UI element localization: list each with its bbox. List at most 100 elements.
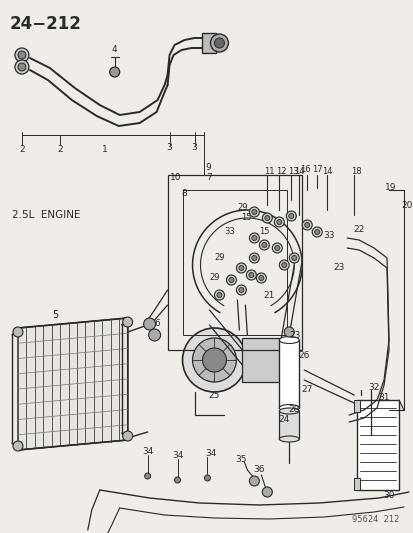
Circle shape	[143, 318, 155, 330]
Circle shape	[314, 230, 319, 235]
Text: 28: 28	[288, 406, 299, 415]
Circle shape	[210, 34, 228, 52]
Circle shape	[285, 211, 296, 221]
Circle shape	[281, 262, 286, 268]
Text: 34: 34	[205, 449, 217, 458]
Text: 10: 10	[169, 174, 180, 182]
Text: 3: 3	[166, 143, 172, 152]
Text: 29: 29	[237, 204, 247, 213]
Circle shape	[272, 243, 282, 253]
Text: 33: 33	[323, 230, 334, 239]
Circle shape	[276, 220, 281, 224]
Text: 1: 1	[102, 146, 107, 155]
Circle shape	[262, 213, 272, 223]
Circle shape	[258, 276, 263, 280]
Circle shape	[291, 255, 296, 261]
Text: 8: 8	[181, 189, 187, 198]
Circle shape	[214, 290, 224, 300]
Text: 25: 25	[208, 391, 220, 400]
Circle shape	[264, 215, 269, 221]
Text: 3: 3	[191, 143, 197, 152]
Circle shape	[13, 441, 23, 451]
Circle shape	[311, 227, 321, 237]
Circle shape	[262, 487, 272, 497]
Circle shape	[249, 233, 259, 243]
Circle shape	[236, 263, 246, 273]
Text: 18: 18	[350, 167, 361, 176]
Text: 15: 15	[259, 228, 269, 237]
Text: 34: 34	[171, 451, 183, 461]
Ellipse shape	[279, 436, 299, 442]
Text: 22: 22	[353, 225, 364, 235]
Circle shape	[301, 220, 311, 230]
Circle shape	[13, 327, 23, 337]
Text: 29: 29	[214, 254, 224, 262]
Circle shape	[144, 473, 150, 479]
Text: 4: 4	[112, 45, 117, 54]
Circle shape	[214, 38, 224, 48]
Text: 20: 20	[400, 200, 412, 209]
Circle shape	[251, 209, 256, 214]
Ellipse shape	[279, 405, 299, 411]
Text: 23: 23	[289, 330, 300, 340]
Circle shape	[122, 431, 132, 441]
Text: 23: 23	[332, 263, 344, 272]
Text: 34: 34	[142, 448, 153, 456]
Text: 2: 2	[19, 146, 25, 155]
Bar	[242, 338, 284, 382]
Circle shape	[236, 285, 246, 295]
Bar	[182, 190, 287, 335]
Circle shape	[18, 51, 26, 59]
Text: 2: 2	[57, 146, 62, 155]
Bar	[353, 400, 359, 412]
Bar	[356, 400, 398, 490]
Circle shape	[288, 214, 293, 219]
Circle shape	[256, 273, 266, 283]
Text: 16: 16	[299, 165, 310, 174]
Circle shape	[174, 477, 180, 483]
Text: 12: 12	[275, 167, 286, 176]
Circle shape	[249, 253, 259, 263]
Text: 30: 30	[382, 490, 394, 499]
Circle shape	[216, 293, 221, 297]
Bar	[167, 175, 301, 350]
Circle shape	[259, 240, 269, 250]
Ellipse shape	[279, 336, 299, 343]
Text: 17: 17	[311, 165, 322, 174]
Text: 15: 15	[240, 214, 251, 222]
Text: 19: 19	[385, 183, 396, 192]
Circle shape	[249, 476, 259, 486]
Circle shape	[248, 272, 253, 278]
Text: 33: 33	[223, 228, 234, 237]
Text: 9: 9	[205, 164, 211, 173]
Text: 13: 13	[287, 167, 298, 176]
Circle shape	[304, 222, 309, 228]
Bar	[202, 33, 216, 53]
Circle shape	[15, 60, 29, 74]
Text: 32: 32	[368, 384, 379, 392]
Text: 29: 29	[209, 273, 219, 282]
Text: 27: 27	[301, 385, 312, 394]
Text: 35: 35	[235, 456, 247, 464]
Circle shape	[284, 327, 294, 337]
Circle shape	[192, 338, 236, 382]
Circle shape	[289, 253, 299, 263]
Polygon shape	[18, 318, 127, 450]
Text: 6: 6	[154, 319, 160, 327]
Circle shape	[226, 275, 236, 285]
Text: 95624  212: 95624 212	[351, 515, 398, 524]
Text: 5: 5	[52, 310, 58, 320]
Text: 24−212: 24−212	[10, 15, 82, 33]
Text: 31: 31	[377, 393, 389, 402]
Bar	[353, 478, 359, 490]
Text: 2.5L  ENGINE: 2.5L ENGINE	[12, 210, 80, 220]
Circle shape	[251, 255, 256, 261]
Circle shape	[109, 67, 119, 77]
Circle shape	[204, 475, 210, 481]
Text: 24: 24	[278, 416, 289, 424]
Circle shape	[279, 260, 289, 270]
Circle shape	[238, 265, 243, 271]
Circle shape	[246, 270, 256, 280]
Circle shape	[274, 246, 279, 251]
Circle shape	[15, 48, 29, 62]
